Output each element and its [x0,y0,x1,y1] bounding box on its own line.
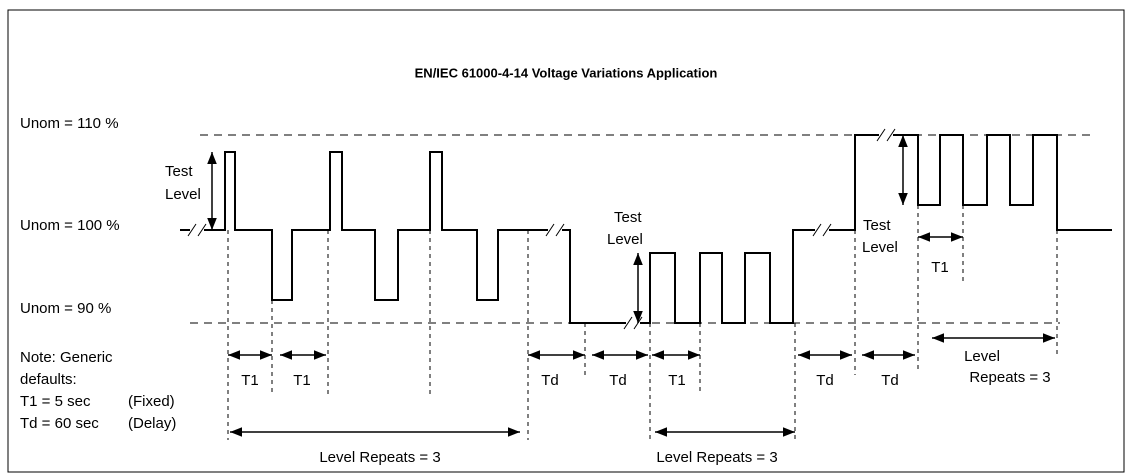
break-gap [879,132,893,138]
repeats-label: Level Repeats = 3 [319,449,440,466]
interval-label: T1 [931,259,949,276]
repeats-label: Level Repeats = 3 [656,449,777,466]
interval-label: Td [609,372,627,389]
level-label: Unom = 100 % [20,217,120,234]
break-mark [555,223,565,237]
break-gap [190,227,204,233]
break-mark [545,223,555,237]
interval-label: Td [541,372,559,389]
note-text: Note: Generic [20,349,113,366]
level-label: Unom = 110 % [20,115,119,132]
note-text: (Delay) [128,415,176,432]
note-text: defaults: [20,371,77,388]
test-level-label: Level [862,239,898,256]
break-mark [876,128,886,142]
test-level-label: Level [607,231,643,248]
break-gap [815,227,829,233]
test-level-label: Level [165,186,201,203]
break-gap [548,227,562,233]
break-gap [626,320,640,326]
test-level-label: Test [165,163,193,180]
break-mark [812,223,822,237]
break-mark [886,128,896,142]
interval-label: T1 [668,372,686,389]
break-mark [822,223,832,237]
break-mark [187,223,197,237]
interval-label: T1 [241,372,259,389]
interval-label: Td [881,372,899,389]
drawing: Unom = 110 % Unom = 100 % Unom = 90 % Test L… [20,115,1112,466]
repeats-label: Repeats = 3 [969,369,1050,386]
note-text: T1 = 5 sec [20,393,91,410]
title: EN/IEC 61000-4-14 Voltage Variations App… [415,65,718,80]
test-level-label: Test [614,209,642,226]
repeats-label: Level [964,348,1000,365]
waveform [180,134,1112,324]
interval-label: T1 [293,372,311,389]
break-mark [623,316,633,330]
break-mark [197,223,207,237]
level-label: Unom = 90 % [20,300,111,317]
note-text: (Fixed) [128,393,175,410]
interval-label: Td [816,372,834,389]
note-text: Td = 60 sec [20,415,99,432]
test-level-label: Test [863,217,891,234]
